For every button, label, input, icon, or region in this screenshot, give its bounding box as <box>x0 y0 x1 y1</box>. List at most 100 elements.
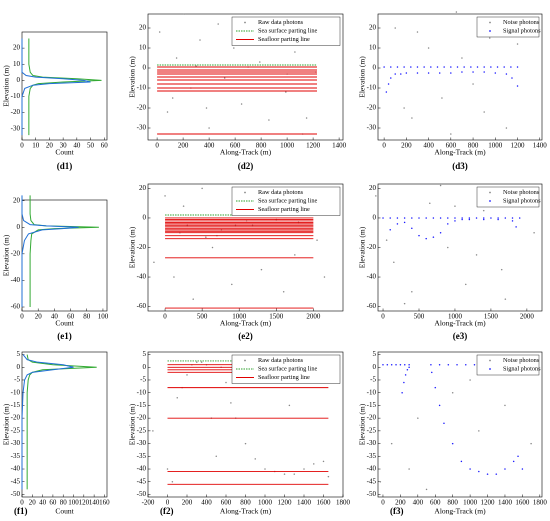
photon <box>176 397 178 399</box>
x-tick-label: 0 <box>382 142 386 150</box>
x-axis-title: Count <box>55 319 74 328</box>
photon <box>483 66 485 68</box>
legend-symbol <box>244 359 246 362</box>
plot-frame <box>377 13 543 141</box>
photon <box>504 298 507 300</box>
photon <box>400 73 402 75</box>
x-tick-label: 140 <box>89 499 100 507</box>
count-profile <box>21 354 74 490</box>
y-tick-label: -35 <box>11 452 21 460</box>
legend-label: Seafloor parting line <box>258 36 310 43</box>
legend-label: Signal photons <box>503 27 541 34</box>
plot-frame <box>21 351 108 498</box>
photon <box>382 217 384 219</box>
x-tick-label: 1000 <box>488 142 503 150</box>
y-tick-label: -40 <box>367 273 377 281</box>
photon <box>427 72 430 74</box>
photon <box>482 217 485 219</box>
x-tick-label: 120 <box>79 499 90 507</box>
y-tick-label: -20 <box>137 414 147 422</box>
photon <box>240 103 243 105</box>
photon <box>511 220 514 222</box>
photon <box>408 468 410 470</box>
photon <box>408 363 410 366</box>
x-tick-label: 0 <box>20 142 24 150</box>
legend-symbol <box>244 191 246 194</box>
photon <box>233 47 235 49</box>
x-tick-label: 1500 <box>484 313 499 321</box>
panel: -200 0 200 400 600 800 1000 1200 1400 1600 1800-50… <box>128 350 351 516</box>
panel: 0 10 20 30 40 50 60-30-20-1001020CountElevatio… <box>2 31 109 171</box>
legend-label: Signal photons <box>503 365 541 372</box>
photon <box>443 66 445 68</box>
photon <box>463 66 465 68</box>
photon <box>488 37 491 39</box>
x-tick-label: 20 <box>35 313 43 321</box>
y-tick-label: -15 <box>11 401 21 409</box>
photon <box>223 77 226 79</box>
photon <box>515 226 517 228</box>
photon <box>404 374 407 376</box>
photon <box>447 246 449 249</box>
photon <box>264 468 266 470</box>
photon <box>450 133 452 135</box>
x-axis-title: Along-Track (m) <box>220 319 272 328</box>
count-profile <box>28 38 102 136</box>
y-axis-title: Elevation (m) <box>128 403 137 445</box>
x-tick-label: 800 <box>468 142 479 150</box>
x-tick-label: 1200 <box>278 499 293 507</box>
legend-symbol <box>489 200 491 202</box>
photon <box>390 77 392 79</box>
photon <box>505 73 508 75</box>
y-tick-label: 20 <box>369 24 377 32</box>
photon <box>430 66 432 68</box>
photon <box>225 381 227 384</box>
legend-label: Seafloor parting line <box>258 374 310 381</box>
photon <box>451 442 454 445</box>
photon <box>408 366 410 369</box>
count-profile <box>21 195 79 308</box>
x-tick-label: 60 <box>101 142 109 150</box>
x-tick-label: 1000 <box>258 499 273 507</box>
x-tick-label: 40 <box>51 313 59 321</box>
photon <box>517 455 519 458</box>
photon <box>511 217 514 219</box>
x-axis-title: Along-Track (m) <box>220 148 272 157</box>
y-tick-label: 0 <box>373 214 377 222</box>
y-tick-label: -50 <box>367 490 377 498</box>
y-tick-label: -35 <box>367 452 377 460</box>
photon <box>396 223 399 225</box>
photon <box>461 57 463 59</box>
y-tick-label: 0 <box>373 64 377 72</box>
photon <box>406 369 409 371</box>
photon <box>405 72 408 74</box>
plot-frame <box>21 31 108 141</box>
x-tick-label: 80 <box>83 313 91 321</box>
x-tick-label: 0 <box>166 499 170 507</box>
count-profile <box>29 195 99 308</box>
y-tick-label: -40 <box>11 276 21 284</box>
photon <box>483 71 485 73</box>
count-profile <box>21 38 91 136</box>
x-tick-label: 200 <box>182 499 193 507</box>
photon <box>294 51 296 53</box>
photon <box>205 107 208 109</box>
y-tick-label: 10 <box>13 60 21 68</box>
plot-frame <box>377 351 543 498</box>
x-tick-label: 1400 <box>297 499 312 507</box>
legend-symbol <box>489 368 491 370</box>
y-tick-label: -45 <box>11 477 21 485</box>
photon <box>456 66 459 68</box>
panel: 0 200 400 600 800 1000 1200 1400 1600 1800-50-45-… <box>358 350 548 516</box>
x-tick-label: 400 <box>413 499 424 507</box>
y-tick-label: -25 <box>11 426 21 434</box>
y-tick-label: 10 <box>139 44 147 52</box>
photon <box>195 65 197 67</box>
x-tick-label: 1800 <box>533 499 548 507</box>
y-tick-label: 0 <box>17 363 21 371</box>
x-tick-label: 1200 <box>511 142 526 150</box>
photon <box>175 57 178 59</box>
photon <box>217 23 219 25</box>
photon <box>518 217 521 219</box>
photon <box>483 111 485 113</box>
